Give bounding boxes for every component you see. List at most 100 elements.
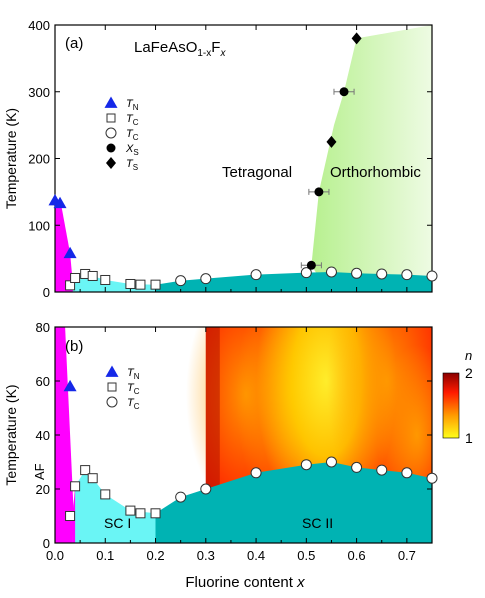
panel-a-legend-marker [106, 157, 116, 169]
af-region [55, 327, 76, 543]
panel-b-y-axis-label: Temperature (K) [3, 384, 19, 485]
panel-a-legend-label: TC [126, 113, 139, 127]
panel-b-square-point [80, 465, 91, 476]
panel-a-data-points [48, 32, 438, 291]
panel-b: 0.0 0.1 0.2 0.3 0.4 0.5 0.6 0.7 0 20 40 60 80 Tempera… [3, 320, 473, 563]
colorbar-label: n [465, 348, 472, 363]
panel-b-x-tick-label: 0.5 [297, 548, 315, 563]
panel-a-square-point [100, 274, 111, 285]
panel-b-circle-point [250, 467, 262, 479]
panel-b-legend-label: TC [127, 397, 140, 411]
panel-a-legend-marker [106, 143, 116, 153]
sc-i-region [72, 470, 156, 543]
panel-a-dot-point [339, 87, 349, 97]
colorbar-min-label: 1 [465, 430, 473, 446]
panel-b-phase-regions [55, 327, 432, 543]
panel-b-x-tick-label: 0.4 [247, 548, 265, 563]
sc-ii-region [155, 272, 432, 292]
region-label-orthorhombic: Orthorhombic [330, 164, 421, 181]
panel-b-axes: 0.0 0.1 0.2 0.3 0.4 0.5 0.6 0.7 0 20 40 60 80 Tempera… [3, 320, 433, 563]
panel-a-y-tick-label: 300 [28, 85, 50, 100]
panel-b-circle-point [175, 491, 187, 503]
panel-a-phase-regions [55, 25, 432, 292]
panel-a-square-point [125, 278, 136, 289]
panel-a-legend-label: TN [126, 98, 139, 112]
panel-a-circle-point [250, 269, 262, 281]
panel-a-legend-label: XS [125, 143, 139, 157]
panel-b-circle-point [401, 467, 413, 479]
panel-b-square-point [125, 505, 136, 516]
panel-b-y-tick-label: 60 [36, 374, 50, 389]
panel-b-y-tick-label: 80 [36, 320, 50, 335]
panel-b-x-tick-label: 0.0 [46, 548, 64, 563]
panel-b-circle-point [351, 461, 363, 473]
panel-b-circle-point [325, 456, 337, 468]
panel-a-y-axis-label: Temperature (K) [3, 108, 19, 209]
panel-b-data-points [63, 379, 438, 521]
panel-b-y-tick-label: 40 [36, 428, 50, 443]
panel-b-legend-marker [107, 382, 117, 392]
panel-b-label: (b) [65, 338, 83, 355]
panel-a-triangle-point [63, 246, 77, 259]
panel-b-x-tick-label: 0.6 [348, 548, 366, 563]
sc-ii-region [155, 462, 432, 543]
panel-a-circle-point [351, 267, 363, 279]
panel-a-circle-point [325, 266, 337, 278]
panel-a-circle-point [401, 269, 413, 281]
panel-a-circle-point [175, 275, 187, 287]
panel-b-circle-point [426, 472, 438, 484]
panel-b-y-tick-label: 0 [43, 536, 50, 551]
panel-b-legend-marker [106, 396, 118, 408]
panel-b-y-tick-label: 20 [36, 482, 50, 497]
panel-a-y-tick-label: 0 [43, 285, 50, 300]
panel-a: 0 100 200 300 400 Temperature (K) (a) LaFeAsO… [3, 18, 438, 300]
panel-b-circle-point [200, 483, 212, 495]
panel-b-legend-label: TN [127, 367, 140, 381]
panel-a-triangle-point [53, 196, 67, 209]
panel-b-x-tick-label: 0.3 [197, 548, 215, 563]
panel-a-dot-point [314, 187, 324, 197]
panel-a-circle-point [200, 273, 212, 285]
panel-a-circle-point [426, 270, 438, 282]
panel-a-square-point [65, 280, 76, 291]
panel-a-label: (a) [65, 35, 83, 52]
panel-b-x-tick-label: 0.7 [398, 548, 416, 563]
panel-a-circle-point [376, 268, 388, 280]
panel-b-square-point [70, 481, 81, 492]
panel-a-legend-marker [104, 96, 118, 108]
panel-b-triangle-point [63, 379, 77, 392]
panel-b-square-point [100, 489, 111, 500]
region-label-sc-ii: SC II [302, 515, 333, 531]
colorbar-scale [442, 372, 460, 439]
antiferromagnetic-region [55, 199, 74, 292]
region-label-af: AF [32, 463, 47, 480]
panel-b-circle-point [300, 459, 312, 471]
colorbar-max-label: 2 [465, 365, 473, 381]
panel-a-square-point [70, 272, 81, 283]
panel-a-legend-label: TS [126, 158, 138, 172]
panel-b-x-tick-label: 0.1 [96, 548, 114, 563]
region-label-tetragonal: Tetragonal [222, 164, 292, 181]
compound-formula: LaFeAsO1-xFx [134, 39, 226, 59]
panel-a-y-tick-label: 400 [28, 18, 50, 33]
panel-a-square-point [135, 279, 146, 290]
x-axis-label: Fluorine content x [185, 574, 305, 591]
panel-a-square-point [150, 279, 161, 290]
panel-a-y-tick-label: 100 [28, 218, 50, 233]
panel-b-legend-marker [105, 365, 119, 377]
panel-a-circle-point [300, 267, 312, 279]
panel-a-legend-marker [105, 127, 117, 139]
panel-a-diamond-point [326, 135, 337, 148]
panel-b-legend-label: TC [127, 382, 140, 396]
panel-a-dot-point [306, 260, 316, 270]
orthorhombic-region [311, 25, 432, 276]
panel-a-y-tick-label: 200 [28, 152, 50, 167]
panel-b-square-point [150, 508, 161, 519]
panel-a-legend-label: TC [126, 128, 139, 142]
panel-b-square-point [135, 508, 146, 519]
panel-a-square-point [87, 270, 98, 281]
panel-b-x-tick-label: 0.2 [146, 548, 164, 563]
